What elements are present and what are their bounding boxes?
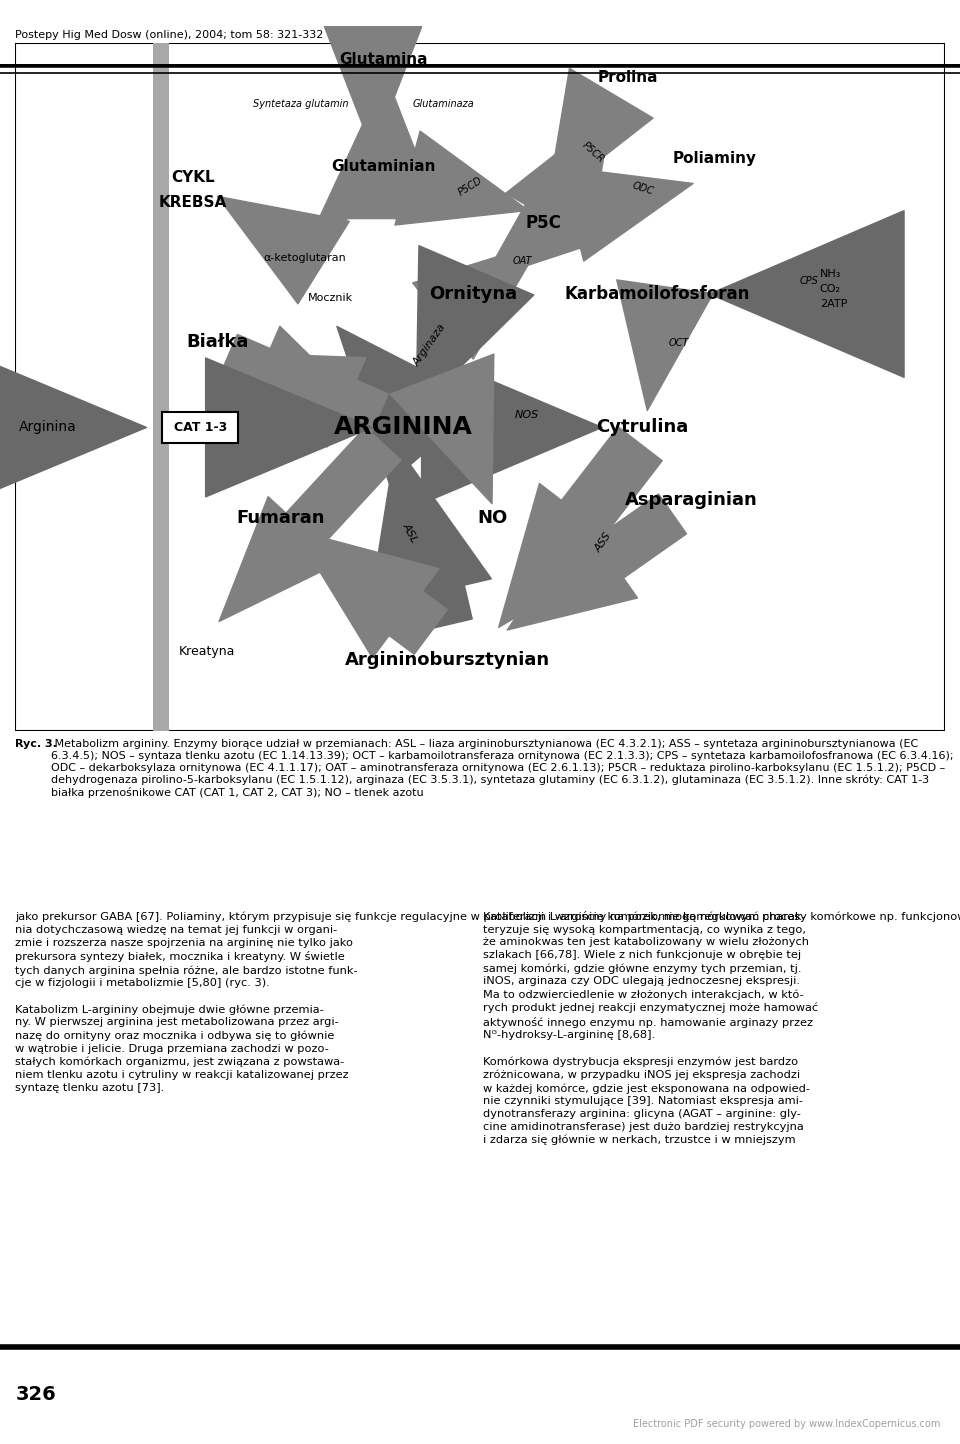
Text: P5CD: P5CD [456,176,484,198]
Text: Białka: Białka [186,332,249,351]
Text: jako prekursor GABA [67]. Poliaminy, którym przypisuje się funkcje regulacyjne w: jako prekursor GABA [67]. Poliaminy, któ… [15,911,960,1093]
Text: NO: NO [478,510,508,527]
Text: Glutaminian: Glutaminian [331,159,435,175]
Text: CO₂: CO₂ [820,284,841,295]
Text: NOS: NOS [515,410,540,420]
Text: ARGININA: ARGININA [334,416,472,439]
Text: ASS: ASS [592,531,613,554]
Text: α-ketoglutaran: α-ketoglutaran [264,253,347,263]
Text: KREBSA: KREBSA [159,195,228,209]
Text: 326: 326 [15,1385,56,1405]
Text: Ornityna: Ornityna [429,284,517,303]
Text: P5C: P5C [525,214,561,232]
Text: ASL: ASL [400,521,420,544]
Text: ODC: ODC [631,180,655,196]
Text: Cytrulina: Cytrulina [596,419,688,436]
Text: P5CR: P5CR [580,140,606,165]
Text: Arginina: Arginina [18,420,76,435]
Text: CYKL: CYKL [172,170,215,185]
Text: Syntetaza glutamin: Syntetaza glutamin [252,100,348,108]
Text: Argininobursztynian: Argininobursztynian [345,651,549,669]
Text: Kreatyna: Kreatyna [179,645,235,658]
Bar [773,284,789,305]
FancyBboxPatch shape [162,413,238,442]
Text: 2ATP: 2ATP [820,299,847,309]
Text: Glutamina: Glutamina [339,52,427,66]
Bar [154,43,169,731]
Text: OCT: OCT [669,338,689,348]
Text: Prolina: Prolina [598,71,659,85]
Text: Mocznik: Mocznik [307,293,352,303]
Text: OAT: OAT [513,256,532,266]
Text: Ryc. 3.: Ryc. 3. [15,739,58,749]
Text: Fumaran: Fumaran [236,510,324,527]
Text: Postepy Hig Med Dosw (online), 2004; tom 58: 321-332: Postepy Hig Med Dosw (online), 2004; tom… [15,30,324,39]
Text: Glutaminaza: Glutaminaza [413,100,475,108]
Text: Metabolizm argininy. Enzymy biorące udział w przemianach: ASL – liaza argininobu: Metabolizm argininy. Enzymy biorące udzi… [51,739,954,797]
Text: Asparaginian: Asparaginian [624,491,757,510]
Text: Karbamoilofosforan: Karbamoilofosforan [564,284,750,303]
Text: Electronic PDF security powered by www.IndexCopernicus.com: Electronic PDF security powered by www.I… [634,1419,941,1428]
Text: Arginaza: Arginaza [412,322,448,368]
Text: CAT 1-3: CAT 1-3 [174,420,227,435]
Text: CPS: CPS [800,276,819,286]
Text: Poliaminy: Poliaminy [673,152,756,166]
Text: Katabolizm L-argininy na poziomie komórkowym charak-
teryzuje się wysoką kompart: Katabolizm L-argininy na poziomie komórk… [483,911,818,1145]
Text: NH₃: NH₃ [820,269,841,279]
